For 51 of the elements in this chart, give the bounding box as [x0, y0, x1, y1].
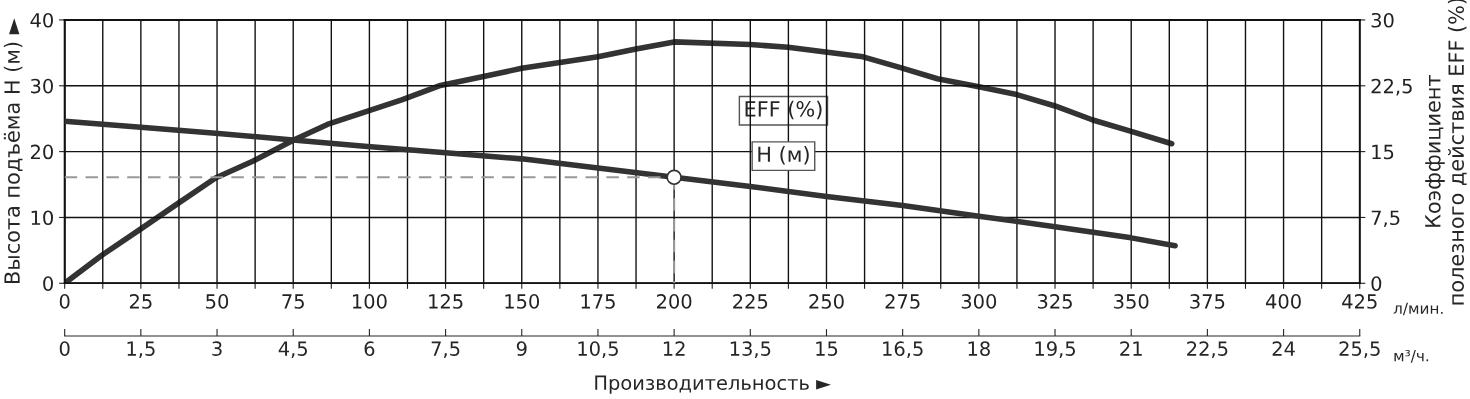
- x-tick-label: 0: [59, 294, 70, 309]
- x2-tick-label: 4,5: [278, 341, 307, 358]
- x-tick-label: 400: [1265, 294, 1301, 309]
- y-tick-label: 40: [30, 12, 53, 28]
- y-axis-title: Высота подъёма H (м) ►: [3, 18, 23, 283]
- x-tick-label: 425: [1342, 294, 1377, 309]
- y2-tick-label: 0: [1371, 276, 1382, 291]
- x2-tick-label: 22,5: [1187, 341, 1228, 358]
- x2-tick-label: 12: [663, 341, 685, 356]
- x-tick-label: 350: [1114, 294, 1149, 309]
- y2-tick-label: 22,5: [1371, 78, 1412, 96]
- x2-tick-label: 7,5: [431, 341, 460, 358]
- x-tick-label: 150: [505, 294, 540, 309]
- x2-tick-label: 6: [364, 341, 375, 356]
- x-tick-label: 375: [1190, 294, 1225, 309]
- y2-tick-label: 7,5: [1371, 210, 1400, 228]
- x2-tick-label: 19,5: [1035, 341, 1075, 358]
- x-tick-label: 200: [656, 294, 692, 309]
- x2-tick-label: 24: [1272, 341, 1295, 356]
- x2-tick-label: 18: [968, 341, 990, 356]
- x2-tick-label: 21: [1120, 341, 1142, 356]
- x-tick-label: 25: [129, 294, 152, 309]
- series-label: H (м): [758, 146, 809, 165]
- y2-tick-label: 30: [1371, 12, 1394, 28]
- x2-tick-label: 25,5: [1339, 341, 1380, 358]
- x2-tick-label: 1,5: [127, 341, 155, 358]
- y-tick-label: 30: [31, 78, 53, 94]
- x-tick-label: 75: [282, 294, 304, 309]
- x2-tick-label: 3: [212, 341, 222, 356]
- y2-tick-label: 15: [1372, 144, 1394, 160]
- x2-tick-label: 15: [816, 341, 838, 356]
- y-tick-label: 20: [30, 144, 53, 160]
- text: л/мин.: [1393, 302, 1443, 316]
- x-tick-label: 50: [206, 294, 229, 309]
- x-axis-title: Производительность ►: [595, 375, 831, 394]
- x2-tick-label: 0: [59, 341, 70, 356]
- x2-tick-label: 16,5: [883, 341, 923, 358]
- x-tick-label: 175: [581, 294, 615, 309]
- x-tick-label: 225: [733, 294, 768, 309]
- x-tick-label: 300: [961, 294, 997, 309]
- x2-tick-label: 9: [516, 341, 527, 356]
- text: м³/ч.: [1394, 349, 1429, 363]
- x-tick-label: 325: [1037, 294, 1072, 309]
- y-tick-label: 0: [43, 276, 53, 291]
- x-tick-label: 100: [352, 294, 387, 309]
- y-tick-label: 10: [31, 210, 53, 226]
- x-tick-label: 250: [809, 294, 844, 309]
- x-tick-label: 275: [885, 294, 920, 309]
- x2-tick-label: 13,5: [730, 341, 771, 358]
- x2-tick-label: 10,5: [578, 341, 618, 358]
- x-tick-label: 125: [429, 294, 463, 309]
